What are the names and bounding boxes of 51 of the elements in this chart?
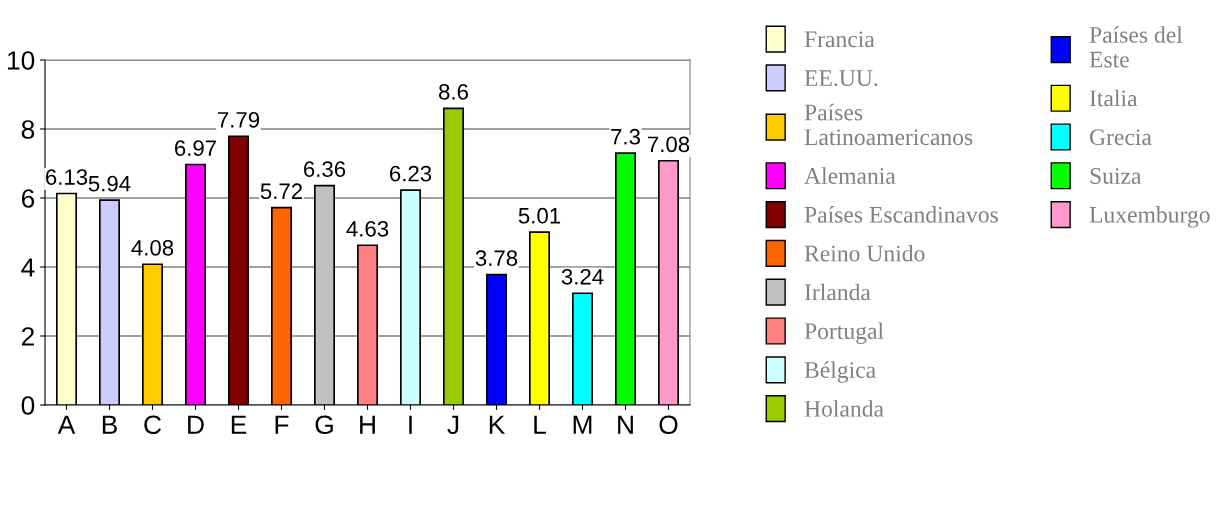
x-tick-label: B: [102, 415, 117, 434]
x-tick-label: C: [144, 415, 162, 435]
x-tick-label: N: [618, 415, 633, 434]
x-tick-label: K: [489, 415, 505, 434]
y-tick-label: 2: [21, 327, 34, 346]
x-tick-label: O: [659, 415, 678, 435]
data-label: 6.97: [175, 140, 217, 156]
y-tick-label: 4: [21, 258, 35, 277]
x-tick-label: I: [409, 415, 412, 434]
x-tick-label: D: [188, 415, 204, 434]
legend-label: Holanda: [804, 400, 884, 417]
data-label: 6.36: [304, 161, 346, 178]
x-tick-label: L: [534, 415, 546, 434]
y-tick-label: 8: [21, 120, 35, 139]
data-label: 5.72: [260, 183, 303, 200]
legend-label: Países Latinoamericanos: [804, 103, 973, 146]
x-tick-label: A: [57, 415, 76, 434]
y-tick-label: 10: [7, 51, 35, 70]
data-label: 6.13: [46, 169, 88, 185]
legend-label: Francia: [804, 31, 875, 48]
data-label: 7.3: [611, 128, 640, 145]
data-label: 3.24: [561, 268, 604, 285]
data-label: 7.08: [648, 136, 690, 153]
y-tick-label: 0: [21, 396, 35, 415]
data-label: 6.23: [390, 165, 432, 182]
x-tick-label: E: [231, 415, 247, 434]
legend-label: Bélgica: [804, 361, 876, 383]
legend-label: Países Escandinavos: [804, 206, 998, 223]
data-label: 4.63: [346, 220, 389, 237]
x-tick-label: J: [447, 415, 459, 435]
legend-label: Italia: [1089, 89, 1138, 107]
data-label: 5.01: [518, 207, 561, 224]
legend-label: EE.UU.: [804, 70, 878, 87]
data-label: 7.79: [218, 111, 260, 128]
legend-label: Luxemburgo: [1089, 206, 1210, 228]
legend-label: Suiza: [1090, 168, 1142, 184]
data-label: 4.08: [131, 239, 174, 256]
data-label: 3.78: [475, 250, 518, 267]
legend-label: Países del Este: [1089, 26, 1183, 68]
legend-label: Portugal: [804, 322, 884, 344]
legend-label: Irlanda: [804, 283, 871, 301]
x-tick-label: H: [360, 415, 375, 434]
x-tick-label: G: [315, 415, 333, 435]
data-label: 5.94: [88, 175, 131, 192]
legend-label: Reino Unido: [804, 244, 925, 262]
y-tick-label: 6: [21, 189, 35, 208]
x-tick-label: M: [573, 415, 592, 434]
x-tick-label: F: [275, 415, 289, 434]
legend-label: Grecia: [1090, 129, 1152, 146]
legend-label: Alemania: [804, 167, 896, 184]
data-label: 8.6: [439, 84, 468, 100]
